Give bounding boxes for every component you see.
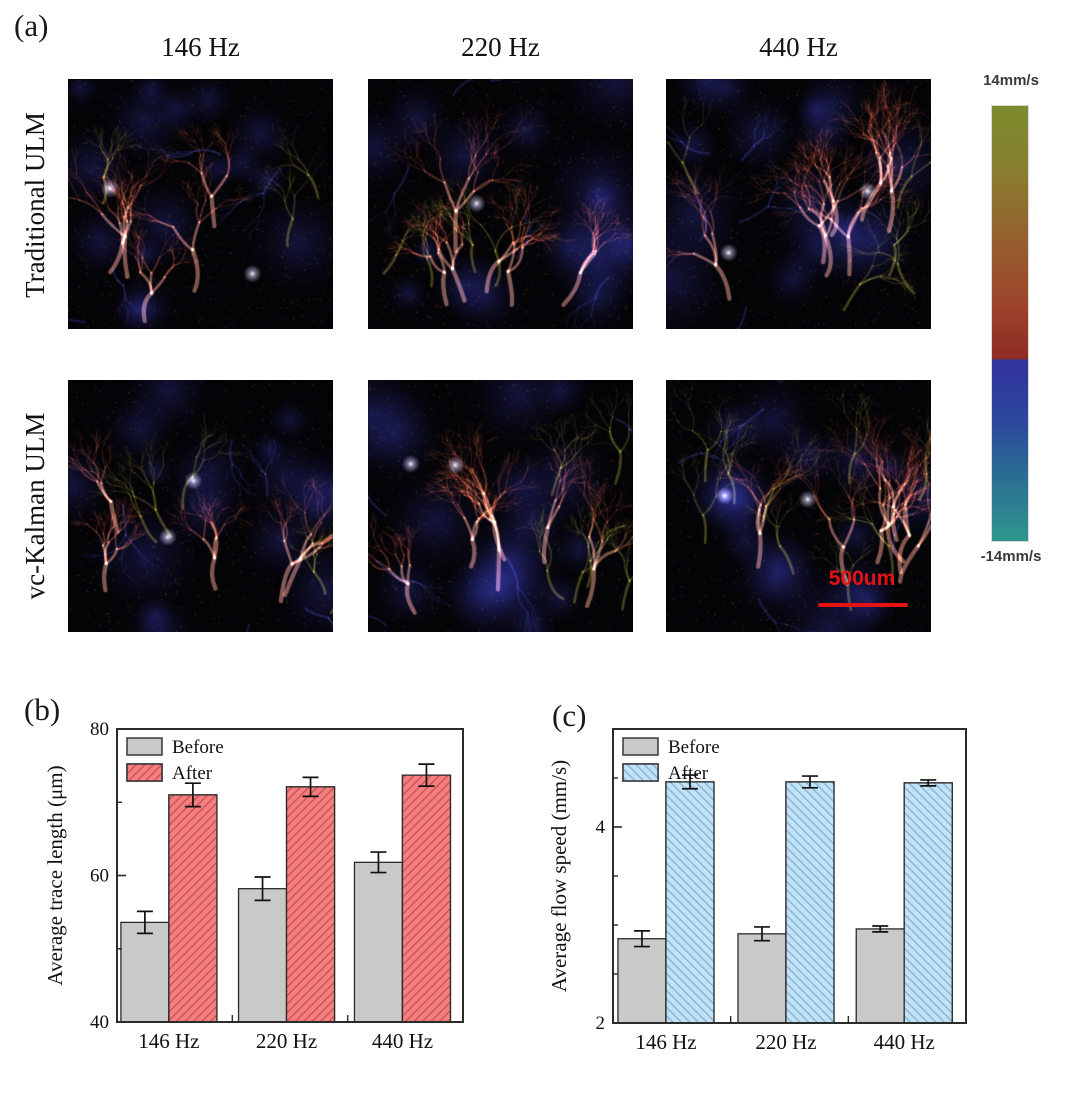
error-bar-trace-length-before-2 (370, 851, 387, 874)
bar-flow-speed-before-0 (617, 938, 667, 1024)
row-label-traditional-ulm: Traditional ULM (20, 112, 50, 298)
scale-bar-label: 500um (828, 567, 896, 590)
error-bar-trace-length-before-1 (254, 876, 271, 902)
column-header-146hz: 146 Hz (161, 32, 240, 62)
y-tick-label-flow-speed: 4 (596, 817, 606, 838)
legend-swatch-flow-speed-before (622, 737, 659, 756)
bar-chart-average-trace-length: 40 60 80 146 Hz 220 Hz 440 Hz Average trace le… (43, 719, 464, 1053)
column-header-440hz: 440 Hz (759, 32, 838, 62)
error-bar-trace-length-after-1 (302, 776, 319, 798)
x-category-label-flow-speed-0: 146 Hz (635, 1030, 696, 1054)
y-tick-label-flow-speed: 2 (596, 1013, 606, 1034)
error-bar-flow-speed-before-2 (872, 925, 889, 933)
bar-trace-length-before-1 (237, 888, 288, 1023)
y-tick-label-trace-length: 40 (90, 1012, 109, 1033)
error-bar-flow-speed-before-1 (753, 926, 770, 942)
bar-trace-length-before-0 (120, 921, 170, 1023)
ulm-image-traditional-146hz (68, 79, 333, 329)
bar-flow-speed-before-1 (737, 933, 787, 1024)
y-tick-label-trace-length: 60 (90, 866, 109, 887)
legend-swatch-trace-length-before (126, 737, 163, 756)
panel-c-label: (c) (552, 698, 587, 733)
colorbar-max-label: 14mm/s (983, 72, 1039, 89)
colorbar-min-label: -14mm/s (980, 548, 1042, 565)
bar-trace-length-before-2 (353, 861, 404, 1023)
x-category-label-trace-length-0: 146 Hz (138, 1029, 199, 1053)
error-bar-trace-length-after-2 (418, 763, 435, 787)
legend-label-flow-speed-before: Before (668, 737, 720, 758)
panel-a-label: (a) (14, 8, 49, 43)
error-bar-flow-speed-after-2 (920, 779, 937, 787)
bar-chart-average-flow-speed: 2 4 146 Hz 220 Hz 440 Hz Average flow speed (… (547, 728, 967, 1054)
x-category-label-flow-speed-1: 220 Hz (755, 1030, 816, 1054)
legend-label-trace-length-after: After (172, 763, 213, 784)
y-axis-label-trace-length: Average trace length (μm) (43, 765, 67, 985)
ulm-image-vc-kalman-146hz (68, 380, 333, 632)
column-header-220hz: 220 Hz (461, 32, 540, 62)
x-category-label-trace-length-1: 220 Hz (256, 1029, 317, 1053)
row-label-vc-kalman-ulm: vc-Kalman ULM (20, 412, 50, 600)
error-bar-flow-speed-after-0 (681, 774, 698, 790)
velocity-colorbar (991, 105, 1029, 542)
ulm-image-vc-kalman-220hz (368, 380, 633, 632)
bar-flow-speed-before-2 (855, 928, 905, 1024)
ulm-image-traditional-440hz (666, 79, 931, 329)
error-bar-trace-length-before-0 (136, 910, 153, 935)
legend-label-flow-speed-after: After (668, 763, 709, 784)
x-category-label-flow-speed-2: 440 Hz (874, 1030, 935, 1054)
error-bar-trace-length-after-0 (184, 782, 201, 808)
ulm-image-traditional-220hz (368, 79, 633, 329)
ulm-image-vc-kalman-440hz (666, 380, 931, 632)
y-axis-label-flow-speed: Average flow speed (mm/s) (547, 760, 571, 992)
error-bar-flow-speed-before-0 (633, 930, 650, 948)
y-tick-label-trace-length: 80 (90, 719, 109, 740)
panel-b-label: (b) (24, 692, 61, 727)
x-category-label-trace-length-2: 440 Hz (372, 1029, 433, 1053)
error-bar-flow-speed-after-1 (801, 775, 818, 789)
legend-label-trace-length-before: Before (172, 737, 224, 758)
scale-bar-line (818, 603, 908, 607)
